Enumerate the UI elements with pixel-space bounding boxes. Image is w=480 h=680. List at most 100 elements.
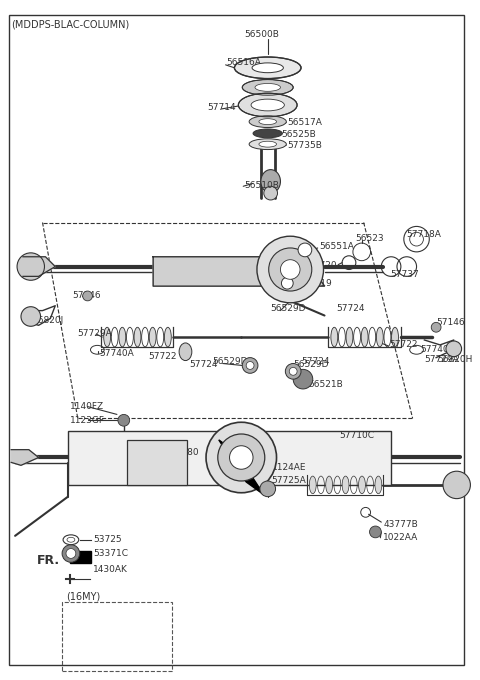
Text: 56516A: 56516A — [227, 58, 262, 67]
Circle shape — [289, 367, 297, 375]
Polygon shape — [219, 440, 264, 495]
Ellipse shape — [67, 537, 75, 542]
Circle shape — [242, 358, 258, 373]
Text: 57729A: 57729A — [424, 355, 459, 364]
Ellipse shape — [149, 327, 156, 347]
Ellipse shape — [259, 119, 276, 124]
Text: 56523: 56523 — [355, 234, 384, 243]
Ellipse shape — [392, 327, 398, 347]
Text: FR.: FR. — [36, 554, 60, 567]
Text: 56529D: 56529D — [293, 360, 329, 369]
Text: 57724: 57724 — [301, 357, 329, 366]
Circle shape — [246, 362, 254, 369]
Text: 1124AE: 1124AE — [272, 463, 306, 472]
Ellipse shape — [251, 99, 284, 111]
Ellipse shape — [119, 327, 126, 347]
Circle shape — [21, 307, 40, 326]
Circle shape — [431, 322, 441, 332]
Ellipse shape — [376, 327, 383, 347]
Ellipse shape — [264, 186, 277, 200]
Ellipse shape — [375, 476, 382, 494]
Text: 56820H: 56820H — [437, 355, 472, 364]
Ellipse shape — [242, 80, 293, 95]
Text: 56551A: 56551A — [320, 243, 355, 252]
Ellipse shape — [255, 84, 280, 91]
Text: 57710C: 57710C — [339, 431, 374, 441]
Ellipse shape — [134, 327, 141, 347]
Polygon shape — [70, 551, 92, 563]
Text: 43777B: 43777B — [383, 520, 418, 528]
Ellipse shape — [249, 116, 287, 128]
Circle shape — [298, 243, 312, 257]
Text: 53371C: 53371C — [94, 549, 129, 558]
Text: 57729A: 57729A — [78, 328, 112, 338]
Ellipse shape — [346, 327, 353, 347]
Text: 57146: 57146 — [436, 318, 465, 327]
Text: 56521B: 56521B — [308, 379, 343, 388]
Text: 57720: 57720 — [309, 261, 337, 270]
Ellipse shape — [249, 139, 287, 150]
Ellipse shape — [326, 476, 333, 494]
Circle shape — [280, 260, 300, 279]
Circle shape — [370, 526, 381, 538]
Circle shape — [83, 291, 93, 301]
Text: 1430AK: 1430AK — [94, 564, 128, 574]
Bar — [127, 440, 187, 485]
Ellipse shape — [342, 476, 349, 494]
Text: 56529D: 56529D — [271, 304, 306, 313]
Bar — [68, 431, 391, 485]
Text: 57740A: 57740A — [420, 345, 455, 354]
Ellipse shape — [309, 476, 316, 494]
Ellipse shape — [104, 327, 110, 347]
Text: 57737: 57737 — [390, 270, 419, 279]
Circle shape — [229, 446, 253, 469]
Ellipse shape — [261, 169, 280, 193]
Text: 56820J: 56820J — [33, 316, 64, 325]
Text: 57735B: 57735B — [288, 141, 322, 150]
Circle shape — [269, 248, 312, 291]
Polygon shape — [11, 449, 38, 465]
Text: 53725: 53725 — [94, 535, 122, 544]
Text: (16MY): (16MY) — [66, 592, 100, 602]
Text: 57722: 57722 — [148, 352, 177, 361]
Text: 57725A: 57725A — [272, 477, 306, 486]
Ellipse shape — [239, 93, 297, 117]
Text: 56525B: 56525B — [281, 130, 316, 139]
Ellipse shape — [234, 57, 301, 79]
Text: 57718A: 57718A — [406, 230, 441, 239]
Text: 1140FZ: 1140FZ — [70, 402, 104, 411]
Circle shape — [118, 414, 130, 426]
Ellipse shape — [361, 327, 368, 347]
Ellipse shape — [179, 343, 192, 360]
Text: 56517A: 56517A — [288, 118, 322, 127]
Text: 1123GF: 1123GF — [70, 415, 105, 425]
Ellipse shape — [63, 535, 79, 545]
Circle shape — [66, 549, 76, 558]
Polygon shape — [153, 257, 324, 286]
Circle shape — [17, 253, 45, 280]
Text: 57280: 57280 — [170, 448, 198, 457]
Ellipse shape — [252, 63, 283, 73]
Ellipse shape — [253, 129, 282, 138]
Text: 57146: 57146 — [72, 292, 100, 301]
Text: 56529D: 56529D — [212, 357, 247, 366]
Ellipse shape — [359, 476, 365, 494]
Circle shape — [257, 236, 324, 303]
Ellipse shape — [331, 327, 338, 347]
Circle shape — [443, 471, 470, 498]
Text: 57714: 57714 — [207, 103, 236, 112]
Text: 56500B: 56500B — [244, 30, 279, 39]
Circle shape — [446, 341, 462, 356]
Text: 57722: 57722 — [389, 341, 418, 350]
Text: 57740A: 57740A — [99, 350, 134, 358]
Circle shape — [218, 434, 265, 481]
Text: 57719: 57719 — [303, 279, 332, 288]
Text: (MDDPS-BLAC-COLUMN): (MDDPS-BLAC-COLUMN) — [11, 20, 130, 30]
Circle shape — [62, 545, 80, 562]
Polygon shape — [23, 257, 55, 276]
Text: 57724: 57724 — [190, 360, 218, 369]
Text: 1022AA: 1022AA — [383, 533, 419, 542]
Circle shape — [293, 369, 313, 389]
Text: 56510B: 56510B — [244, 181, 279, 190]
Circle shape — [285, 364, 301, 379]
